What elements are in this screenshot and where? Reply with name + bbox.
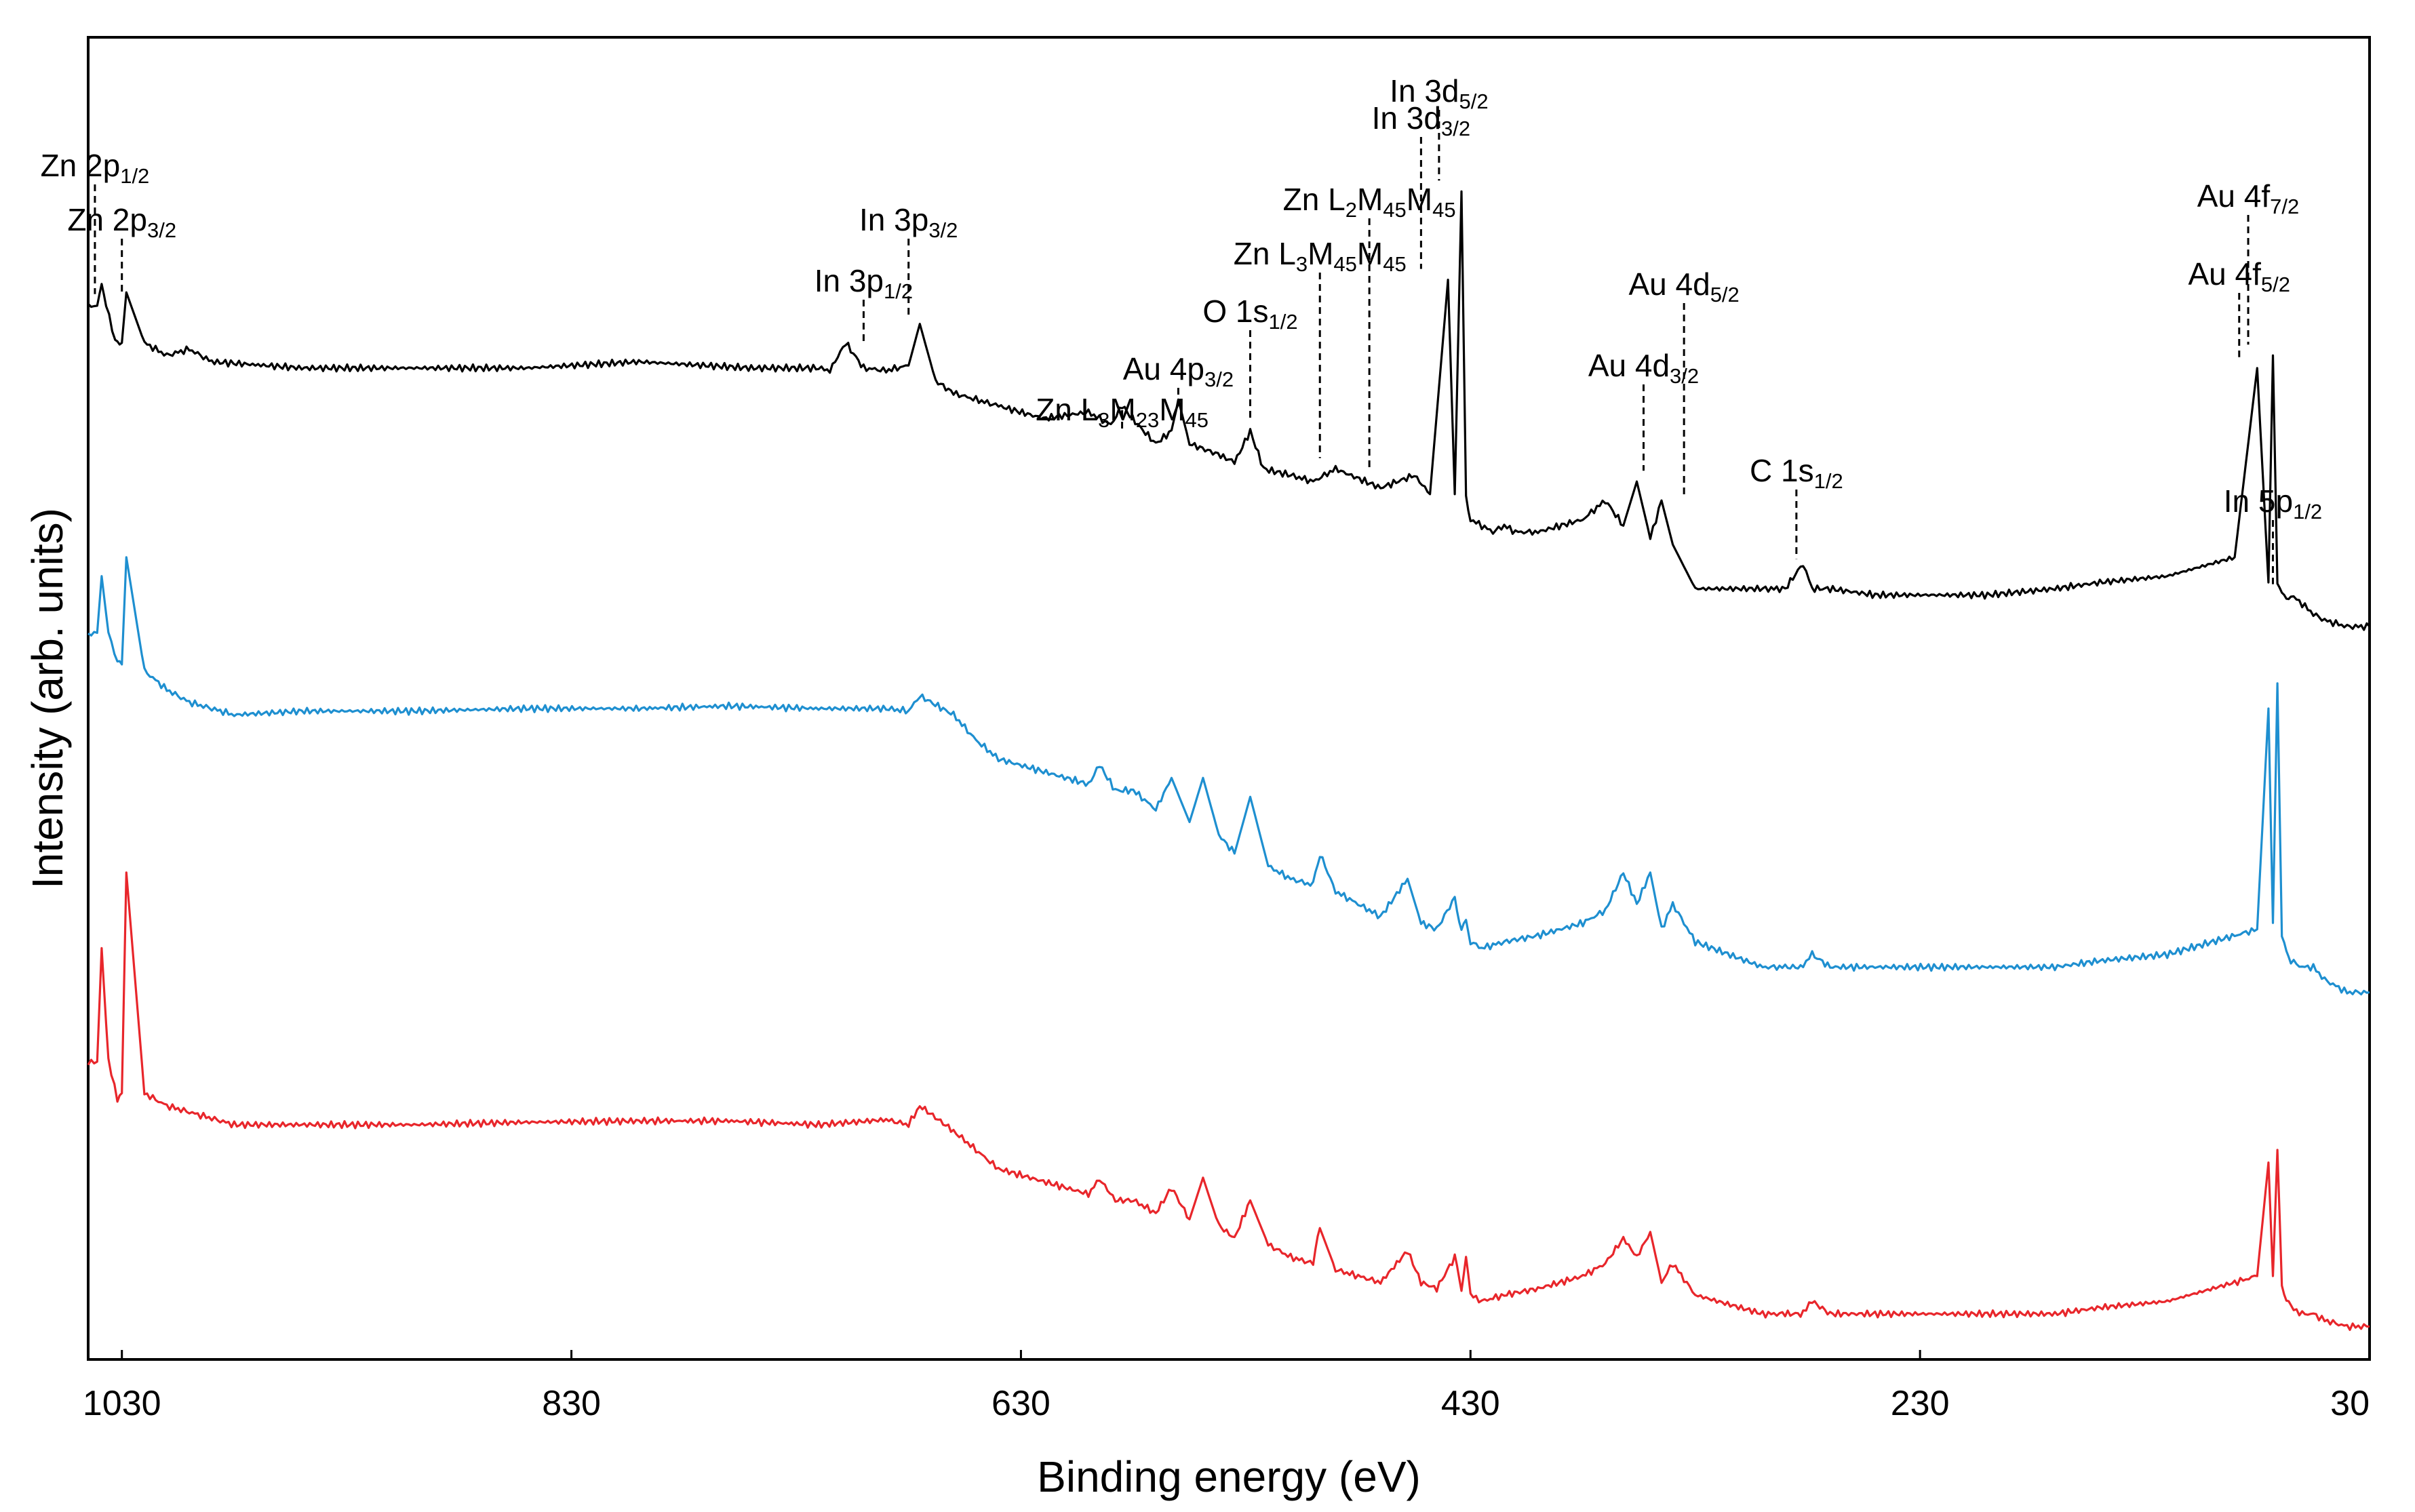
peak-label: Au 4d3/2 <box>1588 348 1699 388</box>
x-tick-label: 830 <box>542 1384 601 1423</box>
x-axis-ticks: 1030 830 630 430 230 30 <box>83 1350 2371 1423</box>
peak-label: Au 4f7/2 <box>2197 178 2300 218</box>
x-tick-label: 230 <box>1891 1384 1950 1423</box>
x-axis-title: Binding energy (eV) <box>1037 1452 1421 1501</box>
spectrum-line-3 <box>87 871 2370 1332</box>
x-tick-label: 1030 <box>83 1384 161 1423</box>
peak-label: Au 4d5/2 <box>1628 266 1739 306</box>
peak-label: O 1s1/2 <box>1202 294 1297 334</box>
peak-label: In 3d5/2 <box>1390 73 1488 113</box>
spectra-group <box>87 190 2371 1332</box>
plot-frame <box>87 36 2371 1361</box>
x-tick-label: 630 <box>991 1384 1051 1423</box>
peak-label: Au 4f5/2 <box>2188 256 2291 296</box>
y-axis-title: Intensity (arb. units) <box>23 508 72 889</box>
peak-label: Zn 2p1/2 <box>41 148 150 188</box>
peak-label: In 3d3/2 <box>1372 100 1470 140</box>
spectrum-line-2 <box>87 556 2370 996</box>
peak-label: Zn L3M23M45 <box>1036 392 1209 432</box>
x-tick-label: 30 <box>2330 1384 2370 1423</box>
peak-label: Au 4p3/2 <box>1123 351 1234 391</box>
peak-label: In 5p1/2 <box>2224 483 2322 523</box>
peak-label: Zn 2p3/2 <box>67 202 176 242</box>
peak-label: In 3p1/2 <box>814 263 913 303</box>
peak-label: In 3p3/2 <box>859 202 958 242</box>
peak-annotations: Zn 2p1/2 Zn 2p3/2 In 3p1/2 In 3p3/2 Zn L3M23… <box>41 73 2322 584</box>
peak-label: Zn L2M45M45 <box>1283 182 1456 222</box>
x-tick-label: 430 <box>1441 1384 1500 1423</box>
spectrum-line-1 <box>87 190 2371 631</box>
peak-label: C 1s1/2 <box>1750 453 1843 493</box>
peak-label: Zn L3M45M45 <box>1234 236 1407 276</box>
